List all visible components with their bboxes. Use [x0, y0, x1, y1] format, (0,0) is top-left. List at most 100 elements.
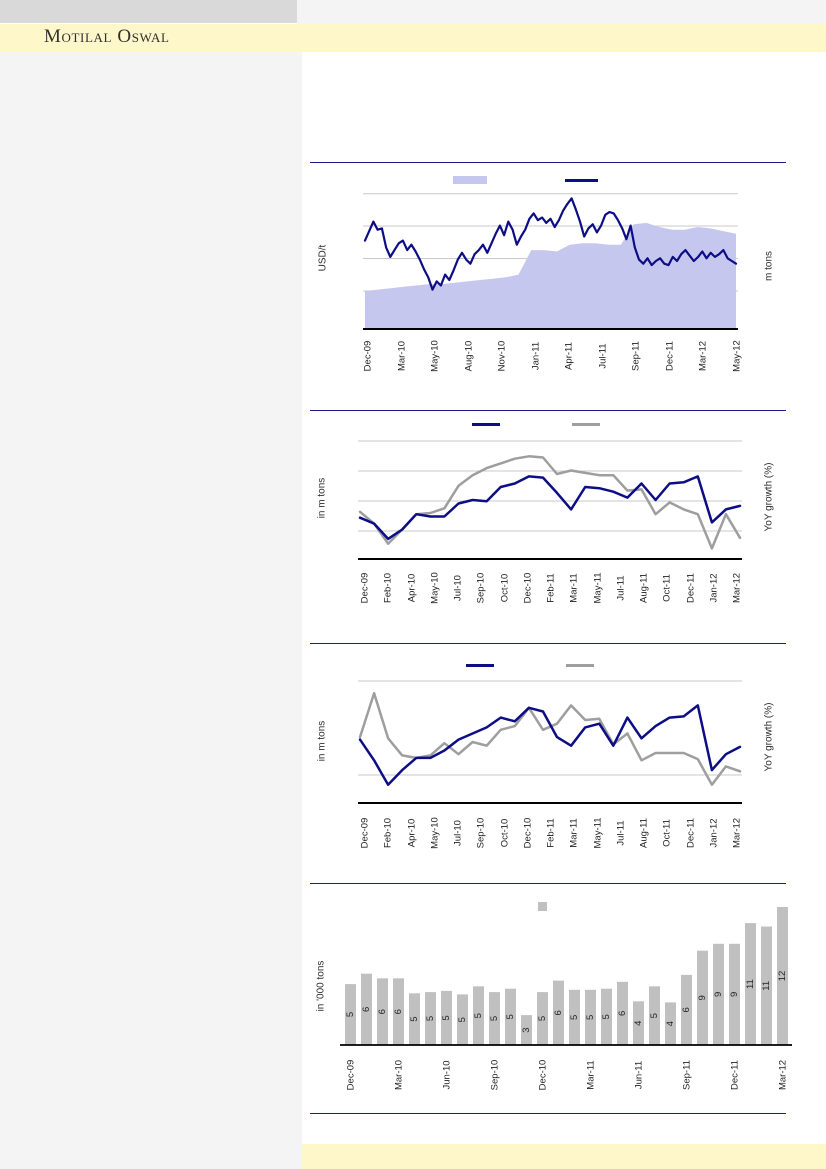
growth-chart2-x-tick: Sep-10: [475, 817, 487, 849]
volume-growth-chart-canvas-2: [358, 680, 742, 804]
bar: [697, 950, 708, 1045]
bar-value-label: 9: [697, 995, 708, 1000]
bar: [745, 923, 756, 1045]
growth-chart1-x-tick: May-11: [592, 572, 603, 604]
bar-value-label: 5: [649, 1013, 660, 1018]
bar: [713, 943, 724, 1045]
left-margin-panel: [0, 52, 302, 1169]
bar: [585, 989, 596, 1045]
growth-chart1-x-tick: Apr-10: [406, 573, 417, 603]
bar-value-label: 6: [617, 1011, 628, 1016]
bar-value-label: 6: [553, 1010, 564, 1015]
brand-logo-text: Motilal Oswal: [44, 26, 170, 47]
bar-value-label: 5: [489, 1016, 500, 1021]
bar: [473, 986, 484, 1045]
bar-chart-x-tick: Mar-12: [777, 1059, 788, 1091]
price-chart-x-tick: Sep-11: [630, 341, 642, 371]
bar-value-label: 5: [441, 1015, 452, 1020]
bar-value-label: 11: [745, 979, 756, 989]
growth-chart2-x-tick: Dec-09: [359, 817, 371, 849]
growth-chart2-x-tick: Oct-11: [661, 819, 673, 847]
y-axis-label-right: m tons: [763, 250, 775, 282]
growth-chart2-x-tick: May-10: [429, 817, 441, 849]
price-chart-x-tick: Jan-11: [530, 341, 541, 371]
bar: [617, 981, 628, 1046]
bar: [729, 943, 740, 1045]
section-divider: [310, 643, 786, 644]
bar-chart-x-tick: Jun-11: [633, 1060, 644, 1090]
price-chart-x-tick: Aug-10: [463, 340, 474, 372]
price-chart-x-tick: Jul-11: [597, 343, 608, 369]
bar-value-label: 4: [633, 1021, 644, 1026]
bar-value-label: 5: [473, 1013, 484, 1018]
bar: [393, 978, 404, 1045]
volume-growth-chart-canvas-1: [358, 440, 742, 560]
bar: [361, 973, 372, 1045]
growth-chart1-x-tick: Oct-10: [499, 573, 510, 603]
bar-value-label: 6: [681, 1007, 692, 1012]
growth-chart2-x-tick: Aug-11: [638, 818, 650, 848]
bar: [569, 989, 580, 1045]
growth-chart2-x-tick: Mar-12: [731, 817, 743, 849]
price-inventory-chart-canvas: [363, 193, 738, 330]
growth-chart1-x-tick: Mar-11: [568, 573, 580, 603]
y-axis-label-right: YoY growth (%): [763, 462, 775, 532]
growth-chart2-x-tick: Jul-10: [452, 820, 464, 846]
bar-chart-x-tick: Dec-09: [345, 1059, 356, 1091]
growth-chart1-x-tick: May-10: [429, 572, 441, 604]
growth-chart2-x-tick: Dec-10: [522, 817, 534, 849]
growth-chart2-x-tick: Feb-10: [382, 817, 394, 849]
growth-chart1-x-tick: Jul-10: [452, 575, 464, 601]
bar: [489, 992, 500, 1045]
bar-value-label: 5: [505, 1014, 516, 1019]
bar-chart-x-tick: Mar-10: [393, 1059, 404, 1091]
legend-line-swatch: [466, 664, 494, 667]
growth-chart1-x-tick: Dec-11: [685, 573, 696, 603]
bar: [505, 988, 516, 1046]
growth-chart1-x-tick: Feb-10: [382, 572, 394, 604]
navy-series: [358, 475, 742, 541]
legend-line-swatch: [572, 423, 600, 426]
price-chart-x-tick: May-12: [731, 340, 742, 372]
bar: [537, 992, 548, 1045]
bar: [601, 988, 612, 1046]
price-chart-x-tick: Dec-11: [664, 341, 675, 371]
growth-chart2-x-tick: Jan-12: [708, 818, 720, 848]
section-divider: [310, 1113, 786, 1114]
bar-chart-x-tick: Dec-11: [729, 1060, 740, 1090]
bar: [409, 993, 420, 1046]
growth-chart1-x-tick: Oct-11: [661, 574, 673, 602]
bar-value-label: 4: [665, 1021, 676, 1026]
bar-chart-x-tick: Jun-10: [441, 1060, 452, 1090]
growth-chart2-x-tick: Mar-11: [568, 818, 580, 848]
legend-square-swatch: [538, 902, 547, 911]
bar-chart-x-tick: Dec-10: [537, 1059, 548, 1091]
legend-line-swatch: [472, 423, 500, 426]
gray-series: [358, 691, 742, 786]
growth-chart1-x-tick: Feb-11: [545, 573, 557, 603]
bar: [777, 907, 788, 1045]
bar: [553, 980, 564, 1045]
bar-value-label: 6: [377, 1009, 388, 1014]
growth-chart1-x-tick: Dec-09: [359, 572, 371, 604]
growth-chart2-x-tick: Dec-11: [685, 818, 696, 848]
bar-chart-x-tick: Sep-10: [489, 1059, 500, 1091]
price-chart-x-tick: Nov-10: [496, 340, 508, 372]
top-light-strip: [297, 0, 826, 24]
bar: [633, 1001, 644, 1045]
growth-chart2-x-tick: May-11: [592, 817, 603, 849]
price-chart-x-tick: May-10: [429, 340, 441, 372]
price-line-series: [363, 197, 738, 291]
bar: [681, 974, 692, 1045]
legend-area-swatch: [453, 176, 487, 184]
legend-line-swatch: [566, 664, 594, 667]
growth-chart1-x-tick: Sep-10: [475, 572, 487, 604]
section-divider: [310, 162, 786, 163]
bar-value-label: 6: [361, 1007, 372, 1012]
bar-value-label: 11: [761, 981, 772, 991]
bar-value-label: 5: [537, 1016, 548, 1021]
growth-chart2-x-tick: Apr-10: [406, 818, 417, 848]
inventory-area-series: [365, 222, 736, 329]
